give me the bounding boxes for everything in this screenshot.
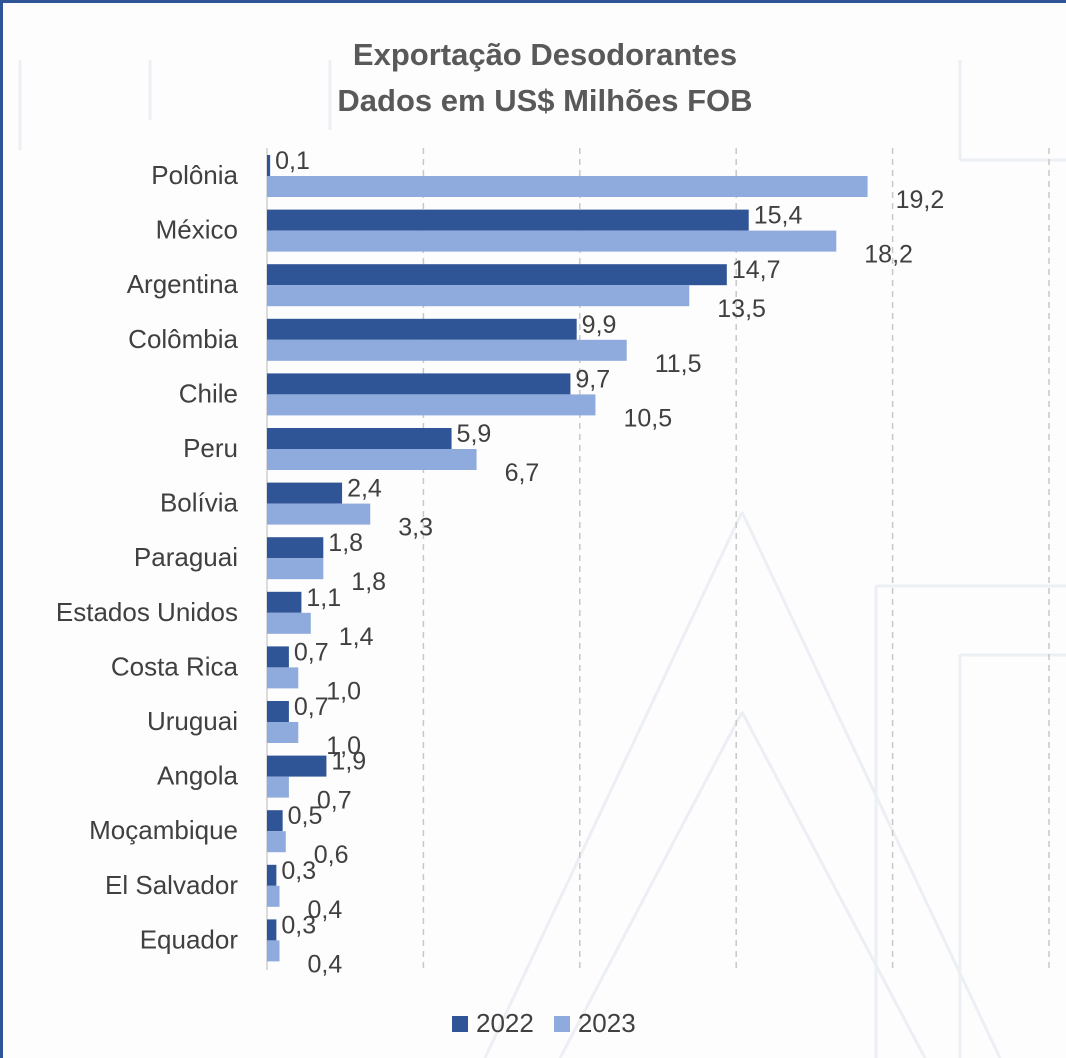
legend: 2022 2023 <box>452 1008 656 1039</box>
legend-swatch-2022 <box>452 1015 468 1032</box>
legend-label-2022: 2022 <box>476 1008 534 1038</box>
category-label: Chile <box>179 378 238 408</box>
category-label: Paraguai <box>134 542 238 572</box>
category-label: El Salvador <box>105 870 238 900</box>
data-label-2023: 1,0 <box>326 732 361 760</box>
labels: Polônia 0,1 19,2 México 15,4 18,2 Argentina 14,… <box>56 147 944 978</box>
bar-2022 <box>267 155 271 176</box>
legend-item-2023: 2023 <box>553 1008 636 1039</box>
legend-item-2022: 2022 <box>452 1008 534 1039</box>
data-label-2022: 9,7 <box>575 365 610 393</box>
data-label-2022: 14,7 <box>732 256 781 284</box>
data-label-2023: 19,2 <box>896 186 945 214</box>
data-label-2023: 0,4 <box>308 896 343 924</box>
category-label: Moçambique <box>89 815 238 845</box>
data-label-2023: 18,2 <box>864 241 913 269</box>
data-label-2023: 10,5 <box>623 404 672 432</box>
data-label-2022: 0,3 <box>281 857 316 885</box>
category-label: Bolívia <box>160 488 239 518</box>
category-label: Colômbia <box>128 324 238 354</box>
data-label-2022: 0,3 <box>281 911 316 939</box>
bar-2022 <box>267 209 749 231</box>
bar-2022 <box>267 537 324 559</box>
bar-2023 <box>267 285 690 307</box>
bar-2023 <box>267 722 299 743</box>
bars <box>267 155 868 962</box>
bar-2023 <box>267 503 371 525</box>
data-label-2022: 2,4 <box>347 475 382 503</box>
data-label-2022: 15,4 <box>754 202 803 230</box>
category-label: Equador <box>140 924 239 954</box>
data-label-2022: 1,8 <box>328 529 363 557</box>
bar-2022 <box>267 701 289 722</box>
data-label-2022: 0,7 <box>294 693 329 721</box>
category-label: Argentina <box>127 269 239 299</box>
bar-2023 <box>267 176 868 197</box>
bar-2022 <box>267 646 289 668</box>
chart-subtitle: Dados em US$ Milhões FOB <box>337 83 753 118</box>
data-label-2023: 0,7 <box>317 787 352 815</box>
bar-2022 <box>267 810 283 832</box>
bar-2022 <box>267 264 727 286</box>
category-label: Costa Rica <box>111 651 239 681</box>
data-label-2022: 0,5 <box>288 802 323 830</box>
data-label-2023: 0,6 <box>314 841 349 869</box>
bar-2023 <box>267 776 289 798</box>
legend-swatch-2023 <box>553 1015 570 1032</box>
data-label-2023: 1,0 <box>326 677 361 705</box>
bar-2022 <box>267 919 277 941</box>
bar-2023 <box>267 394 596 416</box>
data-label-2023: 1,4 <box>339 623 374 651</box>
bar-2022 <box>267 591 302 613</box>
data-label-2023: 6,7 <box>505 459 540 487</box>
data-label-2022: 5,9 <box>457 420 492 448</box>
category-label: Angola <box>157 761 238 791</box>
data-label-2023: 1,8 <box>351 568 386 596</box>
data-label-2022: 1,9 <box>331 748 366 776</box>
chart-title-line1: Exportação Desodorantes <box>352 37 738 72</box>
legend-label-2023: 2023 <box>577 1008 636 1038</box>
bar-2023 <box>267 885 280 907</box>
bar-2023 <box>267 230 837 252</box>
bar-2023 <box>267 449 477 470</box>
data-label-2022: 1,1 <box>306 584 341 612</box>
data-label-2023: 11,5 <box>655 350 702 378</box>
category-label: Polônia <box>151 160 238 190</box>
data-label-2023: 13,5 <box>717 295 766 323</box>
bar-2023 <box>267 667 299 689</box>
bar-2023 <box>267 339 627 361</box>
bar-2023 <box>267 558 324 580</box>
data-label-2022: 0,1 <box>275 147 310 175</box>
bar-2023 <box>267 831 286 853</box>
bar-2022 <box>267 428 452 449</box>
bar-2023 <box>267 612 311 634</box>
data-label-2022: 9,9 <box>582 311 617 339</box>
bar-2023 <box>267 940 280 962</box>
data-label-2023: 3,3 <box>398 514 433 542</box>
bar-2022 <box>267 755 327 777</box>
data-label-2023: 0,4 <box>308 950 343 978</box>
category-label: Uruguai <box>147 706 238 736</box>
bar-2022 <box>267 864 277 886</box>
bar-2022 <box>267 318 577 340</box>
bar-2022 <box>267 373 571 395</box>
chart-title: Exportação Desodorantes Dados em US$ Mil… <box>0 32 1066 124</box>
bar-chart: Polônia 0,1 19,2 México 15,4 18,2 Argentina 14,… <box>56 147 1050 978</box>
category-label: México <box>156 215 238 245</box>
bar-2022 <box>267 482 343 504</box>
category-label: Estados Unidos <box>56 597 238 627</box>
category-label: Peru <box>183 433 238 463</box>
data-label-2022: 0,7 <box>294 638 329 666</box>
